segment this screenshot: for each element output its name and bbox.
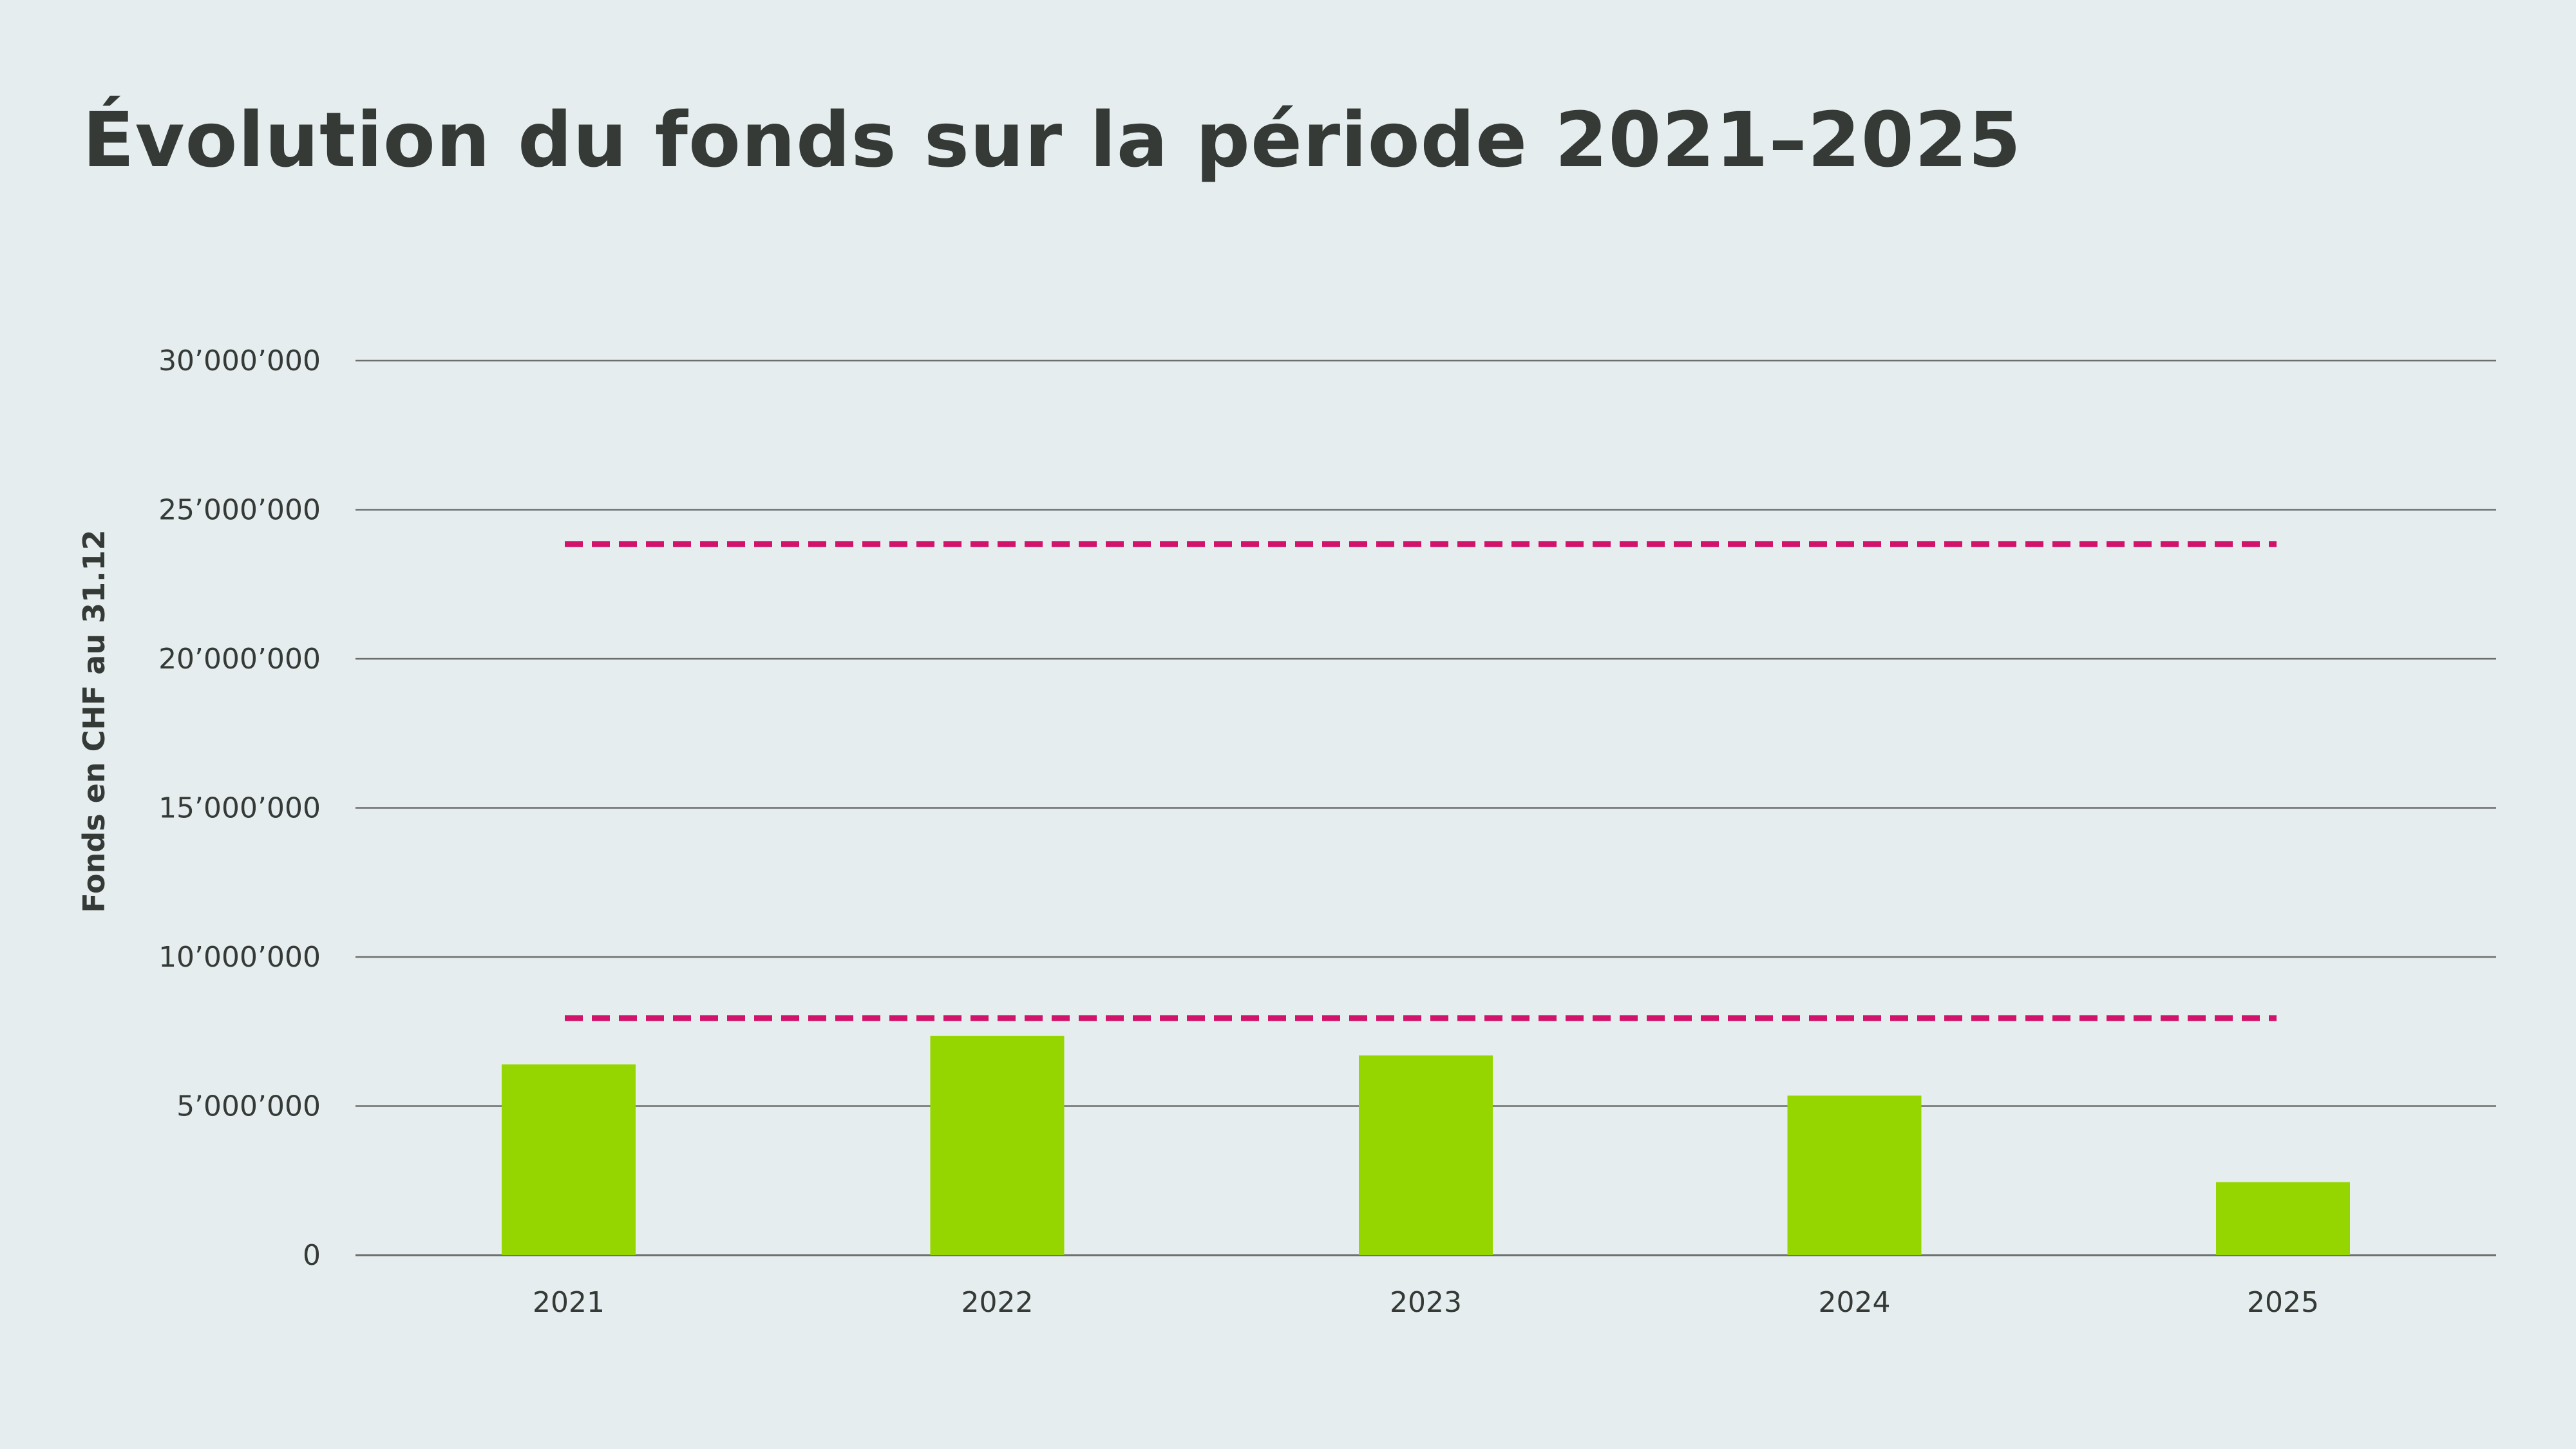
bar-2022 bbox=[930, 1036, 1065, 1255]
x-tick-label: 2022 bbox=[961, 1286, 1034, 1319]
bars bbox=[502, 1036, 2350, 1255]
x-axis-ticks: 2021 2022 2023 2024 2025 bbox=[533, 1286, 2319, 1319]
y-tick-label: 10’000’000 bbox=[158, 941, 321, 974]
bar-2021 bbox=[502, 1064, 636, 1255]
y-tick-label: 30’000’000 bbox=[158, 345, 321, 377]
y-tick-label: 15’000’000 bbox=[158, 792, 321, 825]
bar-2025 bbox=[2216, 1182, 2350, 1255]
x-tick-label: 2024 bbox=[1819, 1286, 1891, 1319]
y-tick-label: 20’000’000 bbox=[158, 643, 321, 676]
chart-title: Évolution du fonds sur la période 2021–2… bbox=[82, 95, 2022, 184]
bar-2023 bbox=[1359, 1055, 1493, 1255]
y-axis-ticks: 0 5’000’000 10’000’000 15’000’000 20’000’000… bbox=[158, 345, 321, 1272]
bar-2024 bbox=[1787, 1095, 1922, 1255]
y-tick-label: 25’000’000 bbox=[158, 494, 321, 527]
reference-lines bbox=[565, 541, 2277, 1021]
x-tick-label: 2023 bbox=[1390, 1286, 1462, 1319]
x-tick-label: 2025 bbox=[2247, 1286, 2319, 1319]
y-tick-label: 5’000’000 bbox=[176, 1090, 321, 1123]
y-tick-label: 0 bbox=[303, 1239, 321, 1272]
y-axis-label: Fonds en CHF au 31.12 bbox=[77, 529, 111, 913]
x-tick-label: 2021 bbox=[533, 1286, 605, 1319]
